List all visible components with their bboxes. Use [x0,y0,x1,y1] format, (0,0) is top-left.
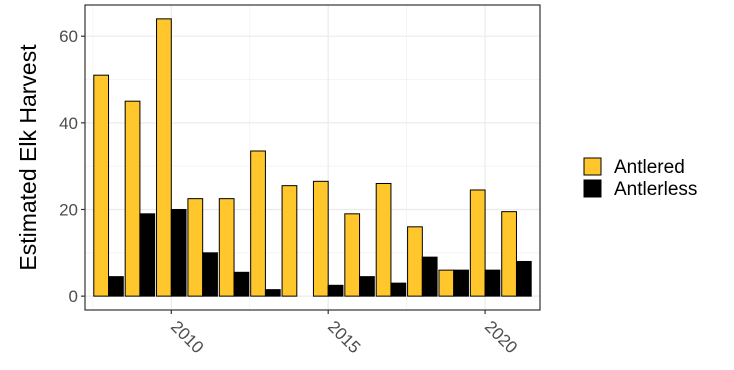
bar-antlerless-2021 [515,260,532,297]
panel-border [84,4,541,311]
bar-antlerless-2009 [139,213,156,297]
legend-label-antlered: Antlered [614,157,685,178]
bar-antlerless-2011 [202,252,218,297]
bar-antlered-2013 [250,150,266,297]
bar-antlered-2017 [375,182,392,297]
legend-label-antlerless: Antlerless [614,179,697,200]
bar-antlerless-2010 [170,208,187,297]
bar-antlered-2020 [469,189,486,297]
bar-antlerless-2017 [390,282,407,297]
bar-antlerless-2020 [484,269,501,297]
bar-antlered-2019 [438,269,455,297]
x-tick-label: 2015 [324,317,364,357]
y-tick-label: 0 [69,287,78,306]
bar-antlerless-2013 [264,289,281,297]
bar-antlerless-2016 [359,276,375,297]
bar-antlerless-2008 [108,276,124,297]
x-tick-label: 2020 [481,317,521,357]
bar-antlered-2018 [407,226,423,297]
bar-antlered-2011 [187,198,204,297]
bar-antlered-2012 [218,198,235,297]
bar-antlered-2010 [156,18,172,297]
y-tick-label: 20 [59,200,78,219]
bar-antlerless-2019 [453,269,469,297]
bar-antlered-2016 [344,213,361,297]
legend-key-antlerless [583,179,602,198]
y-tick-label: 60 [59,27,78,46]
bar-antlered-2009 [124,100,141,297]
y-axis-title: Estimated Elk Harvest [15,44,41,271]
bar-antlerless-2015 [327,284,344,297]
x-axis: 2010 2015 2020 [167,310,521,357]
bars [93,18,532,297]
legend-key-antlered [583,157,602,176]
x-tick-label: 2010 [167,317,207,357]
bar-antlered-2015 [312,180,329,297]
y-axis: 0 20 40 60 [59,27,85,306]
bar-antlered-2008 [93,74,110,297]
bar-antlered-2014 [281,185,298,297]
bar-antlered-2021 [501,211,517,297]
bar-antlerless-2012 [233,271,250,297]
bar-antlerless-2018 [421,256,438,297]
y-tick-label: 40 [59,114,78,133]
